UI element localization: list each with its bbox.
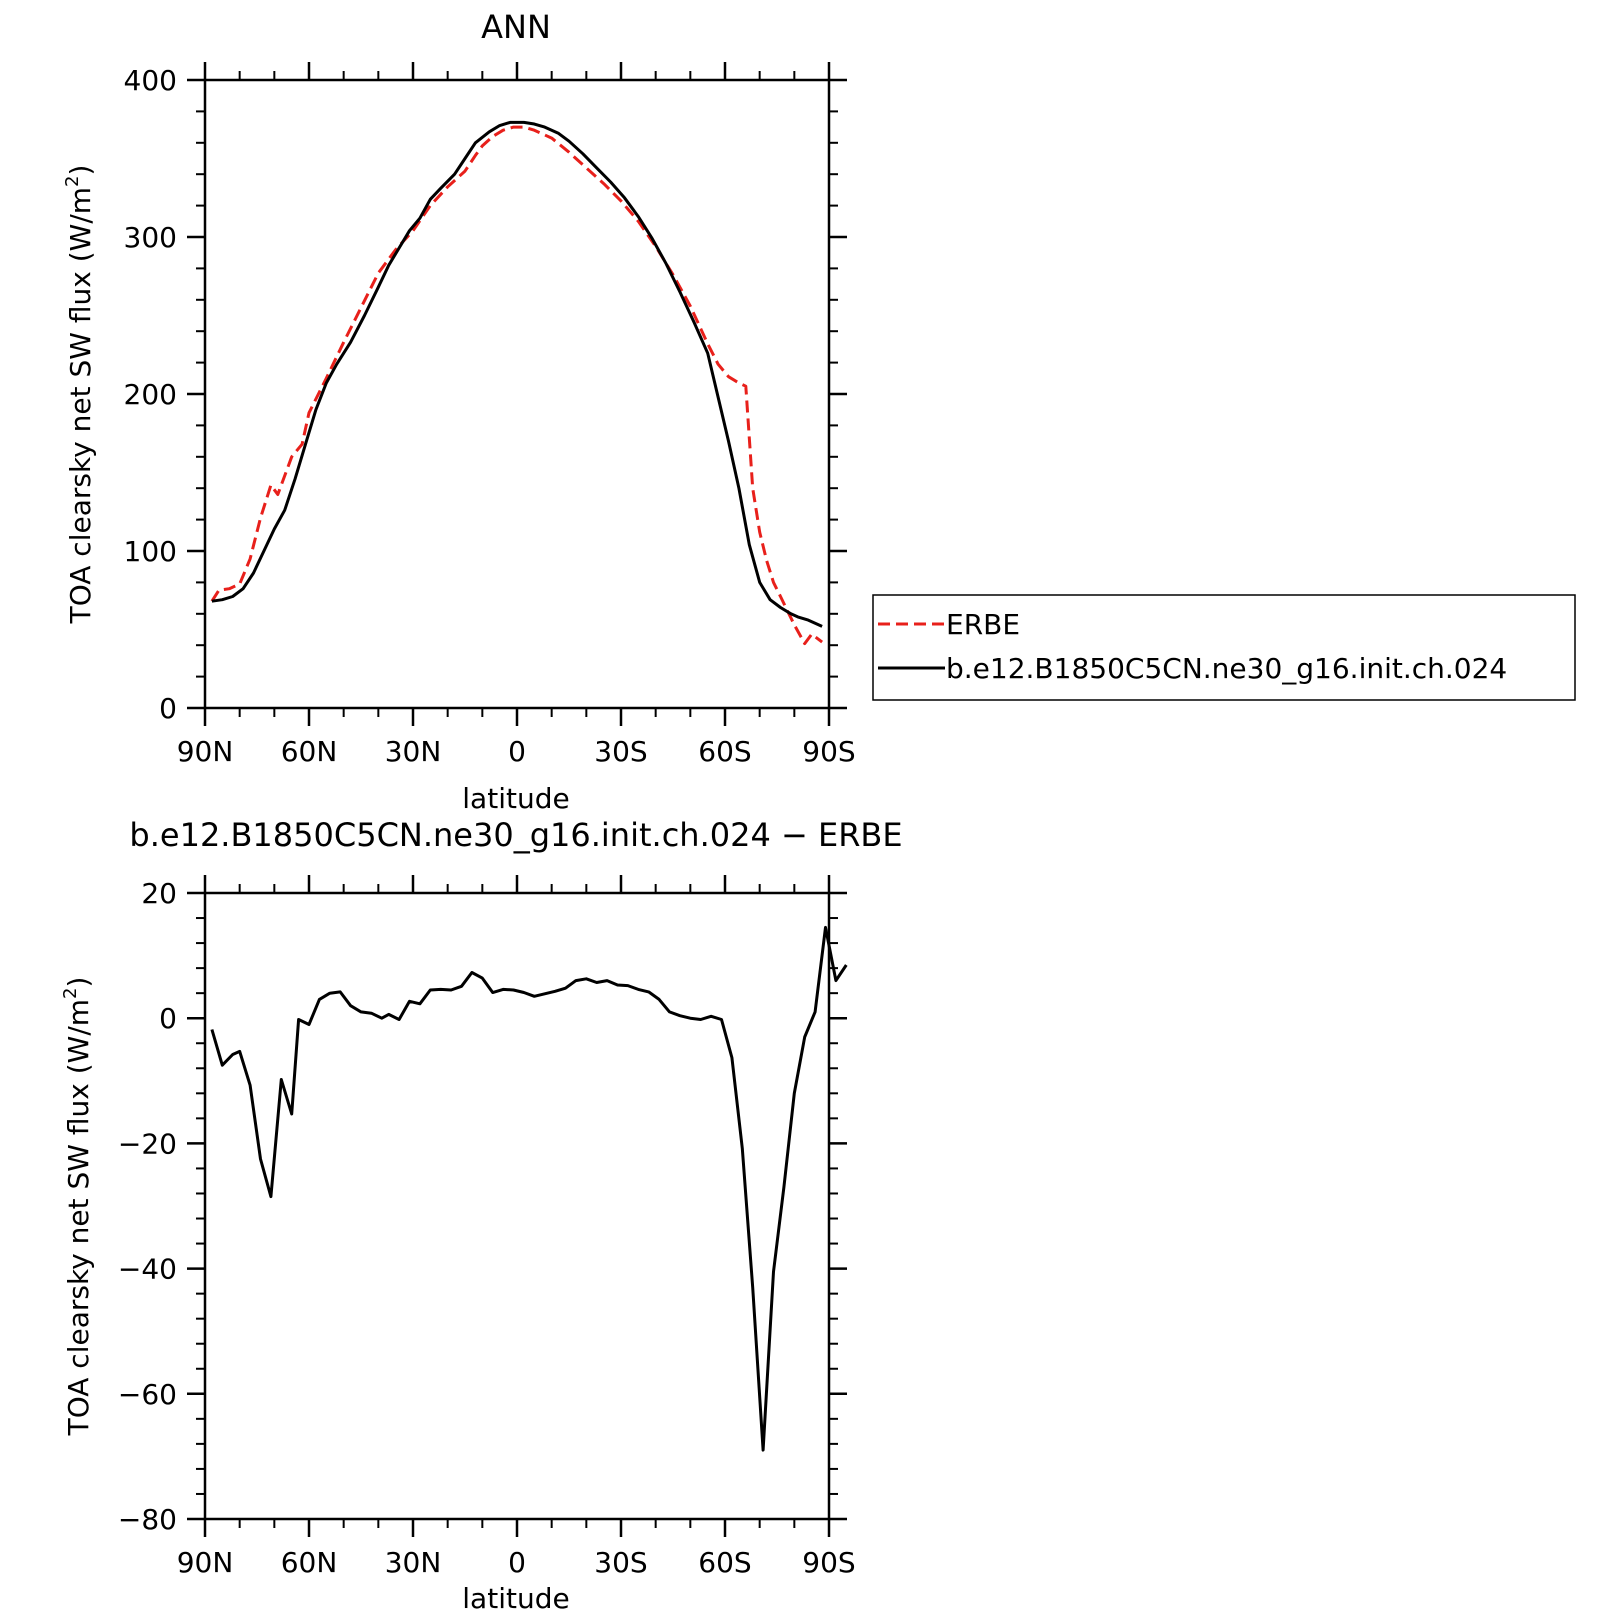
x-tick-label: 60S: [698, 735, 751, 768]
plot-frame: [203, 891, 831, 1521]
legend-label-erbe: ERBE: [946, 608, 1020, 641]
x-tick-label: 0: [508, 735, 526, 768]
x-tick-label: 90N: [177, 1546, 234, 1579]
x-tick-label: 60N: [281, 1546, 338, 1579]
legend-box: [872, 594, 1576, 701]
series-group: [210, 120, 824, 646]
y-tick-label: 100: [124, 535, 177, 568]
chart-title: b.e12.B1850C5CN.ne30_g16.init.ch.024 − E…: [129, 816, 902, 854]
x-tick-label: 90S: [802, 735, 855, 768]
y-axis-label-main: TOA clearsky net SW flux (W/m: [62, 999, 95, 1436]
x-tick-label: 90S: [802, 1546, 855, 1579]
y-tick-label: 400: [124, 64, 177, 97]
x-tick-label: 60N: [281, 735, 338, 768]
y-tick-label: 0: [159, 1002, 177, 1035]
y-tick-label: 200: [124, 378, 177, 411]
series-line-erbe: [210, 125, 824, 646]
legend: ERBE b.e12.B1850C5CN.ne30_g16.init.ch.02…: [872, 594, 1576, 701]
y-tick-label: 300: [124, 221, 177, 254]
x-tick-label: 30S: [594, 735, 647, 768]
plot-frame: [203, 78, 831, 710]
x-axis-ticks: 90N 60N 30N 0 30S 60S 90S: [177, 875, 856, 1579]
x-tick-label: 30N: [385, 1546, 442, 1579]
y-tick-label: 20: [141, 877, 177, 910]
y-axis-label-close: ): [62, 977, 95, 988]
x-tick-label: 60S: [698, 1546, 751, 1579]
y-tick-label: −60: [118, 1378, 177, 1411]
y-axis-label-main: TOA clearsky net SW flux (W/m: [64, 187, 97, 624]
y-tick-label: −80: [118, 1503, 177, 1536]
series-line-difference: [210, 925, 848, 1452]
series-group: [210, 925, 848, 1452]
chart-annual-profiles: ANN 0 100 200 300 400 90N 60N 30N 0 30S 60S 90S la…: [62, 8, 1576, 815]
x-tick-label: 0: [508, 1546, 526, 1579]
x-axis-label: latitude: [462, 782, 569, 815]
series-line-b-e12-b1850c5cn-ne30-g16-init-ch-024: [211, 120, 823, 628]
y-tick-label: −20: [118, 1127, 177, 1160]
y-axis-label-close: ): [64, 165, 97, 176]
legend-label-model: b.e12.B1850C5CN.ne30_g16.init.ch.024: [946, 652, 1507, 685]
y-axis-label-superscript: 2: [60, 988, 81, 999]
x-tick-label: 90N: [177, 735, 234, 768]
chart-difference: b.e12.B1850C5CN.ne30_g16.init.ch.024 − E…: [60, 816, 903, 1613]
y-axis-label: TOA clearsky net SW flux (W/m2): [60, 977, 95, 1437]
y-tick-label: 0: [159, 692, 177, 725]
y-axis-label: TOA clearsky net SW flux (W/m2): [62, 165, 97, 625]
y-tick-label: −40: [118, 1253, 177, 1286]
x-tick-label: 30N: [385, 735, 442, 768]
x-axis-label: latitude: [462, 1582, 569, 1613]
chart-title: ANN: [481, 8, 551, 46]
x-axis-ticks: 90N 60N 30N 0 30S 60S 90S: [177, 62, 856, 768]
x-tick-label: 30S: [594, 1546, 647, 1579]
y-axis-ticks: −80 −60 −40 −20 0 20: [118, 877, 847, 1536]
y-axis-label-superscript: 2: [62, 176, 83, 187]
y-axis-ticks: 0 100 200 300 400: [124, 64, 847, 725]
